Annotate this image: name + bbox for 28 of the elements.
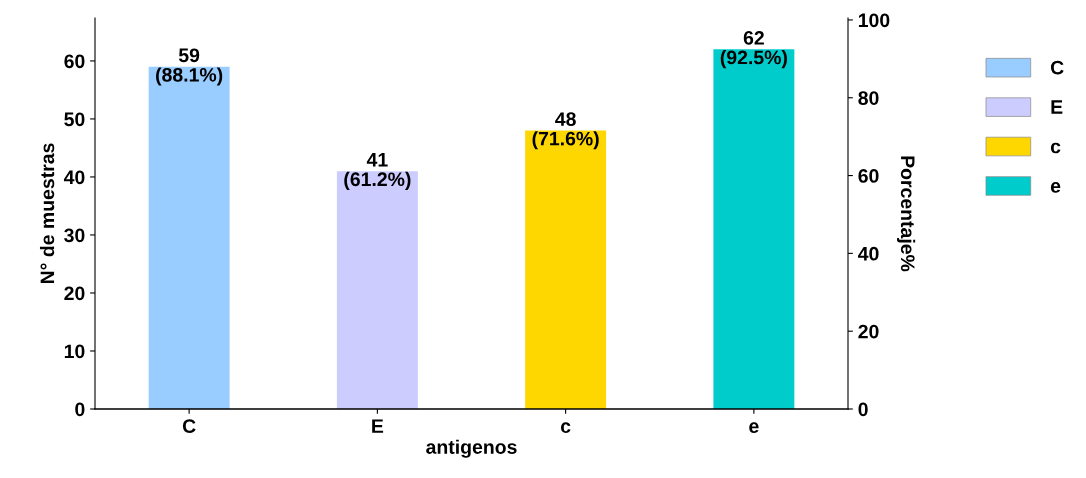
data-label: 41 (61.2%) bbox=[344, 153, 411, 190]
y-tick-label: 30 bbox=[64, 228, 85, 243]
x-axis-title: antigenos bbox=[426, 439, 517, 458]
y-tick-label: 40 bbox=[63, 170, 85, 185]
x-tick-label: e bbox=[749, 422, 759, 433]
y-tick-label: 20 bbox=[64, 286, 85, 301]
y2-tick-label: 100 bbox=[858, 13, 890, 28]
y2-axis-title: Porcentaje% bbox=[897, 156, 916, 272]
y2-tick-label: 20 bbox=[858, 324, 879, 339]
legend-label: C bbox=[1050, 60, 1064, 75]
x-tick-label: C bbox=[182, 419, 196, 433]
legend-label: e bbox=[1050, 182, 1061, 193]
y-tick-label: 0 bbox=[75, 402, 85, 417]
y2-tick-label: 60 bbox=[858, 169, 879, 183]
x-tick-label: c bbox=[560, 422, 571, 433]
data-label: 62 (92.5%) bbox=[720, 31, 787, 69]
legend-label: c bbox=[1050, 142, 1061, 154]
y2-tick-label: 0 bbox=[858, 402, 868, 417]
y-tick-label: 60 bbox=[64, 54, 85, 69]
y2-tick-label: 40 bbox=[858, 246, 879, 261]
data-label: 59 (88.1%) bbox=[156, 48, 223, 86]
y-axis-title: N° de muestras bbox=[39, 143, 55, 284]
data-label: 48 (71.6%) bbox=[532, 112, 599, 150]
legend-label: E bbox=[1051, 100, 1063, 114]
y2-tick-label: 80 bbox=[858, 91, 879, 105]
y-tick-label: 10 bbox=[64, 344, 85, 359]
x-tick-label: E bbox=[372, 419, 384, 433]
y-tick-label: 50 bbox=[64, 112, 85, 127]
